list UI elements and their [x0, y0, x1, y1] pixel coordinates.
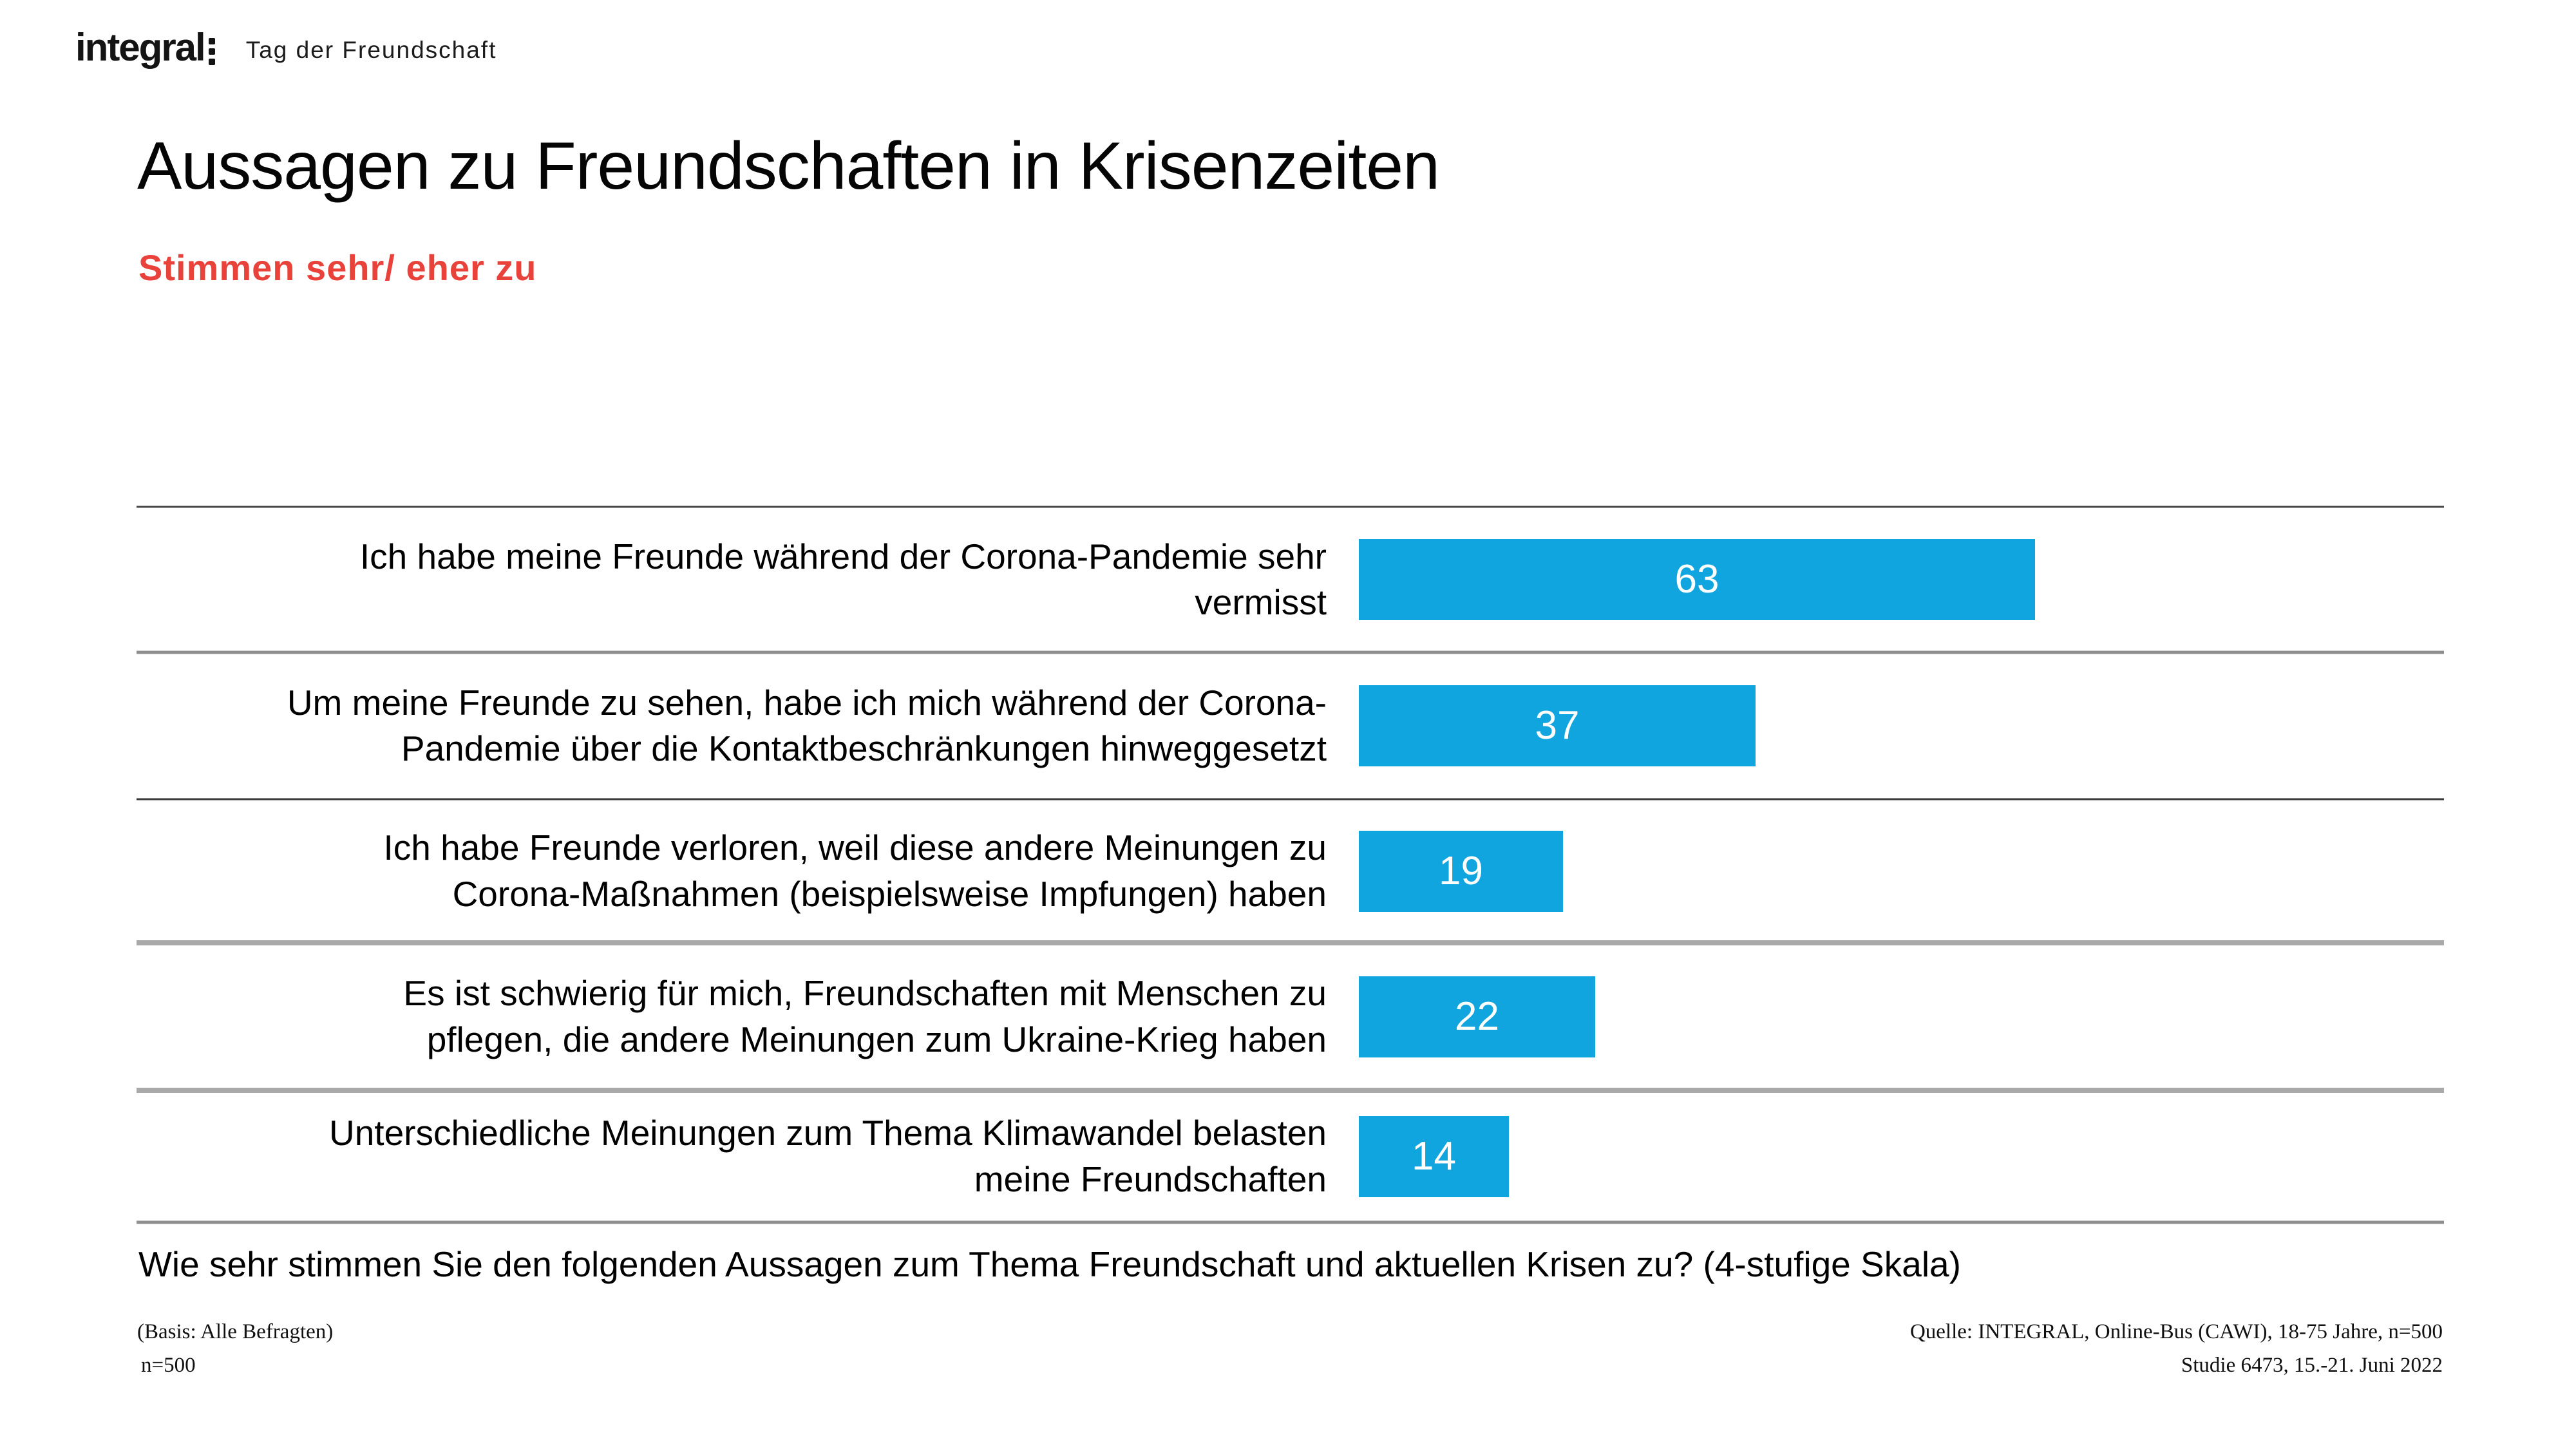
bar-chart: Ich habe meine Freunde während der Coron… — [137, 506, 2444, 1224]
chart-row: Ich habe meine Freunde während der Coron… — [137, 507, 2444, 652]
bar-value-label: 14 — [1412, 1133, 1456, 1179]
bar: 19 — [1359, 830, 1563, 912]
category-label: Ich habe meine Freunde während der Coron… — [359, 536, 1327, 623]
page-title: Aussagen zu Freundschaften in Krisenzeit… — [137, 129, 1440, 204]
project-title: Tag der Freundschaft — [245, 37, 497, 63]
question-text: Wie sehr stimmen Sie den folgenden Aussa… — [138, 1244, 1961, 1284]
chart-row: Um meine Freunde zu sehen, habe ich mich… — [137, 652, 2444, 799]
chart-row: Es ist schwierig für mich, Freundschafte… — [137, 943, 2444, 1090]
row-divider — [137, 1088, 2444, 1093]
sample-size-note: n=500 — [141, 1354, 196, 1378]
bar-value-label: 19 — [1439, 848, 1483, 893]
logo-colon-icon — [208, 38, 215, 65]
footer-left: (Basis: Alle Befragten) n=500 — [137, 1315, 333, 1382]
source-line-2: Studie 6473, 15.-21. Juni 2022 — [2181, 1354, 2443, 1378]
bar-track: 14 — [1359, 1090, 2444, 1222]
bar-value-label: 63 — [1674, 557, 1719, 601]
bar-track: 19 — [1359, 799, 2444, 943]
basis-note: (Basis: Alle Befragten) — [137, 1320, 334, 1343]
row-divider — [137, 650, 2444, 654]
row-divider — [137, 940, 2444, 945]
bar: 37 — [1359, 685, 1756, 766]
category-label: Es ist schwierig für mich, Freundschafte… — [403, 973, 1327, 1059]
bar-value-label: 37 — [1535, 703, 1580, 748]
row-divider — [137, 1220, 2444, 1224]
bar-value-label: 22 — [1455, 994, 1499, 1039]
bar: 14 — [1359, 1115, 1509, 1197]
row-divider — [137, 798, 2444, 800]
page-subtitle: Stimmen sehr/ eher zu — [138, 247, 537, 288]
chart-row: Ich habe Freunde verloren, weil diese an… — [137, 799, 2444, 943]
header: integral Tag der Freundschaft — [75, 28, 497, 67]
source-line-1: Quelle: INTEGRAL, Online-Bus (CAWI), 18-… — [1909, 1320, 2443, 1343]
row-divider — [137, 506, 2444, 508]
category-label: Um meine Freunde zu sehen, habe ich mich… — [287, 682, 1327, 769]
integral-logo: integral — [75, 26, 206, 69]
category-label: Ich habe Freunde verloren, weil diese an… — [383, 828, 1327, 914]
bar: 63 — [1359, 539, 2035, 620]
category-label: Unterschiedliche Meinungen zum Thema Kli… — [329, 1113, 1327, 1199]
footer-right: Quelle: INTEGRAL, Online-Bus (CAWI), 18-… — [1910, 1315, 2443, 1382]
bar-track: 37 — [1359, 652, 2444, 799]
chart-row: Unterschiedliche Meinungen zum Thema Kli… — [137, 1090, 2444, 1222]
bar-track: 63 — [1359, 507, 2444, 652]
bar: 22 — [1359, 976, 1595, 1057]
bar-track: 22 — [1359, 943, 2444, 1090]
